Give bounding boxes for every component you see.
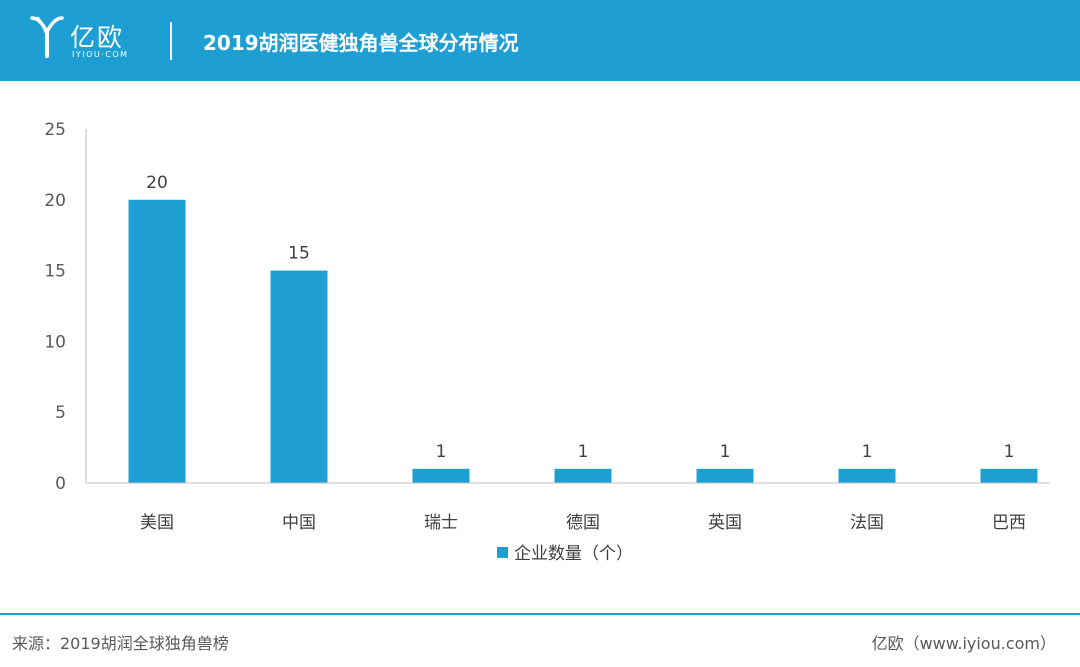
- bar: [128, 199, 186, 484]
- credit-note: 亿欧（www.iyiou.com）: [871, 634, 1056, 653]
- bar: [554, 468, 612, 483]
- x-axis: 美国 中国 瑞士 德国 英国 法国 巴西: [86, 482, 1050, 533]
- y-tick-label: 0: [55, 474, 66, 494]
- logo: 亿欧 IYIOU·COM: [30, 12, 150, 68]
- source-note: 来源：2019胡润全球独角兽榜: [12, 634, 229, 653]
- x-category-label: 巴西: [992, 513, 1026, 533]
- bar: [412, 468, 470, 483]
- data-label: 1: [862, 442, 873, 462]
- chart-title: 2019胡润医健独角兽全球分布情况: [203, 31, 519, 55]
- y-tick-label: 25: [44, 120, 66, 140]
- data-label: 1: [436, 442, 447, 462]
- footer-divider: [0, 613, 1080, 615]
- bar: [980, 468, 1038, 483]
- data-label: 1: [720, 442, 731, 462]
- legend-label: 企业数量（个）: [514, 544, 633, 564]
- y-axis: 0 5 10 15 20 25: [44, 120, 87, 494]
- x-category-label: 瑞士: [424, 513, 458, 533]
- bar-chart: 0 5 10 15 20 25 20 15 1 1 1 1 1 美国 中国 瑞士 德国 英国 法国 巴西 企业数量…: [44, 120, 1050, 564]
- data-label: 1: [1004, 442, 1015, 462]
- logo-subtext: IYIOU·COM: [72, 50, 129, 59]
- header-bar: 亿欧 IYIOU·COM 2019胡润医健独角兽全球分布情况: [0, 0, 1080, 81]
- data-label: 1: [578, 442, 589, 462]
- bar: [838, 468, 896, 483]
- bar: [696, 468, 754, 483]
- x-category-label: 英国: [708, 513, 742, 533]
- y-tick-label: 20: [44, 191, 66, 211]
- x-category-label: 法国: [850, 513, 884, 533]
- data-label: 20: [146, 173, 168, 193]
- y-tick-label: 10: [44, 332, 66, 352]
- bar: [270, 270, 328, 483]
- logo-text: 亿欧: [70, 23, 125, 52]
- data-label: 15: [288, 244, 310, 264]
- legend: 企业数量（个）: [497, 544, 633, 564]
- x-category-label: 美国: [140, 513, 174, 533]
- header-divider: [170, 22, 172, 60]
- legend-swatch: [497, 547, 508, 558]
- y-tick-label: 15: [44, 262, 66, 282]
- y-tick-label: 5: [55, 403, 66, 423]
- x-category-label: 德国: [566, 513, 600, 533]
- bars: 20 15 1 1 1 1 1: [128, 173, 1038, 484]
- logo-mark-icon: [30, 16, 64, 58]
- x-category-label: 中国: [282, 513, 316, 533]
